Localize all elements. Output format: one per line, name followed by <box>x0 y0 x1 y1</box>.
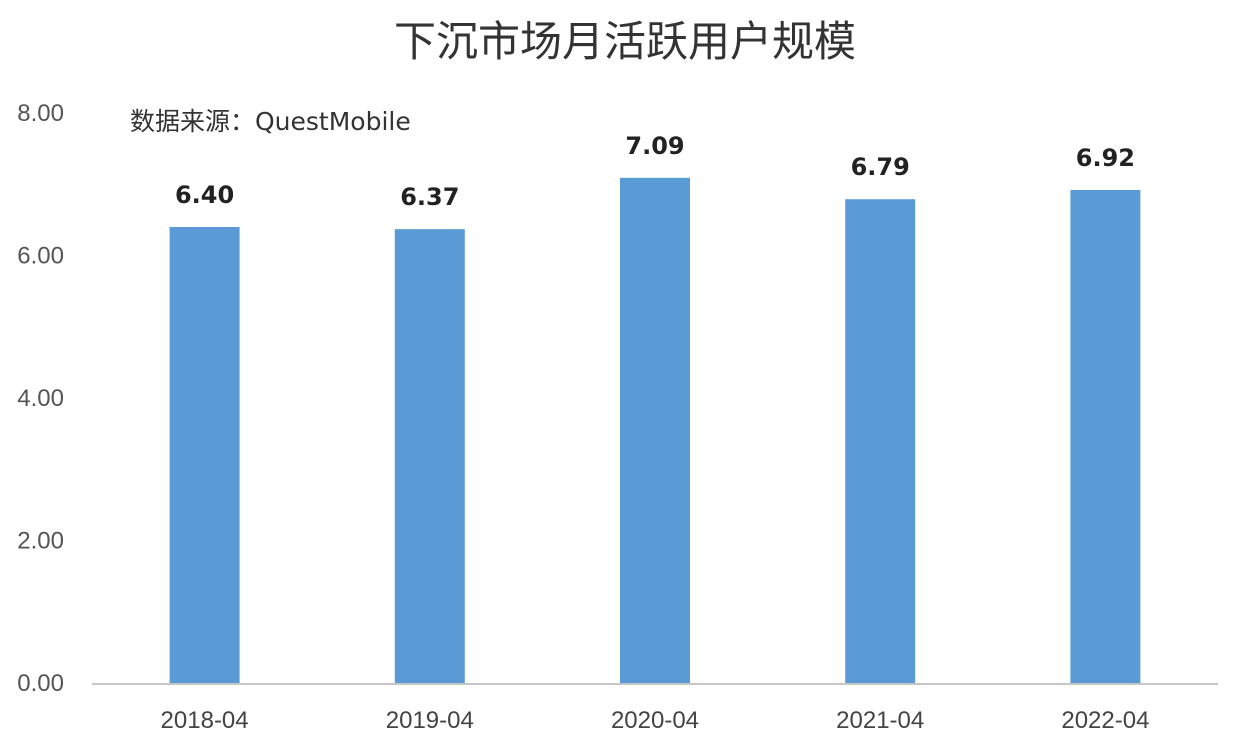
data-labels-group: 6.40 6.37 7.09 6.79 6.92 <box>175 132 1135 211</box>
bar <box>845 199 916 683</box>
data-label: 6.40 <box>175 181 234 209</box>
chart-title: 下沉市场月活跃用户规模 <box>394 17 856 66</box>
data-label: 6.37 <box>400 183 459 211</box>
x-tick-label: 2022-04 <box>1061 707 1149 734</box>
y-tick-label: 6.00 <box>17 243 64 270</box>
bar <box>169 227 240 683</box>
x-axis: 2018-04 2019-04 2020-04 2021-04 2022-04 <box>161 707 1150 734</box>
bar <box>1070 189 1141 683</box>
bar <box>620 177 690 683</box>
bars-group <box>169 177 1141 683</box>
data-label: 6.92 <box>1076 144 1135 172</box>
x-tick-label: 2019-04 <box>386 707 474 734</box>
data-label: 6.79 <box>851 153 910 181</box>
bar <box>394 229 465 683</box>
source-note: 数据来源：QuestMobile <box>130 107 411 136</box>
y-tick-label: 4.00 <box>17 385 64 412</box>
y-axis: 0.00 2.00 4.00 6.00 8.00 <box>17 100 64 697</box>
x-tick-label: 2020-04 <box>611 707 699 734</box>
x-tick-label: 2018-04 <box>161 707 249 734</box>
y-tick-label: 2.00 <box>17 528 64 555</box>
y-tick-label: 0.00 <box>17 670 64 697</box>
data-label: 7.09 <box>625 132 684 160</box>
y-tick-label: 8.00 <box>17 100 64 127</box>
x-tick-label: 2021-04 <box>836 707 924 734</box>
